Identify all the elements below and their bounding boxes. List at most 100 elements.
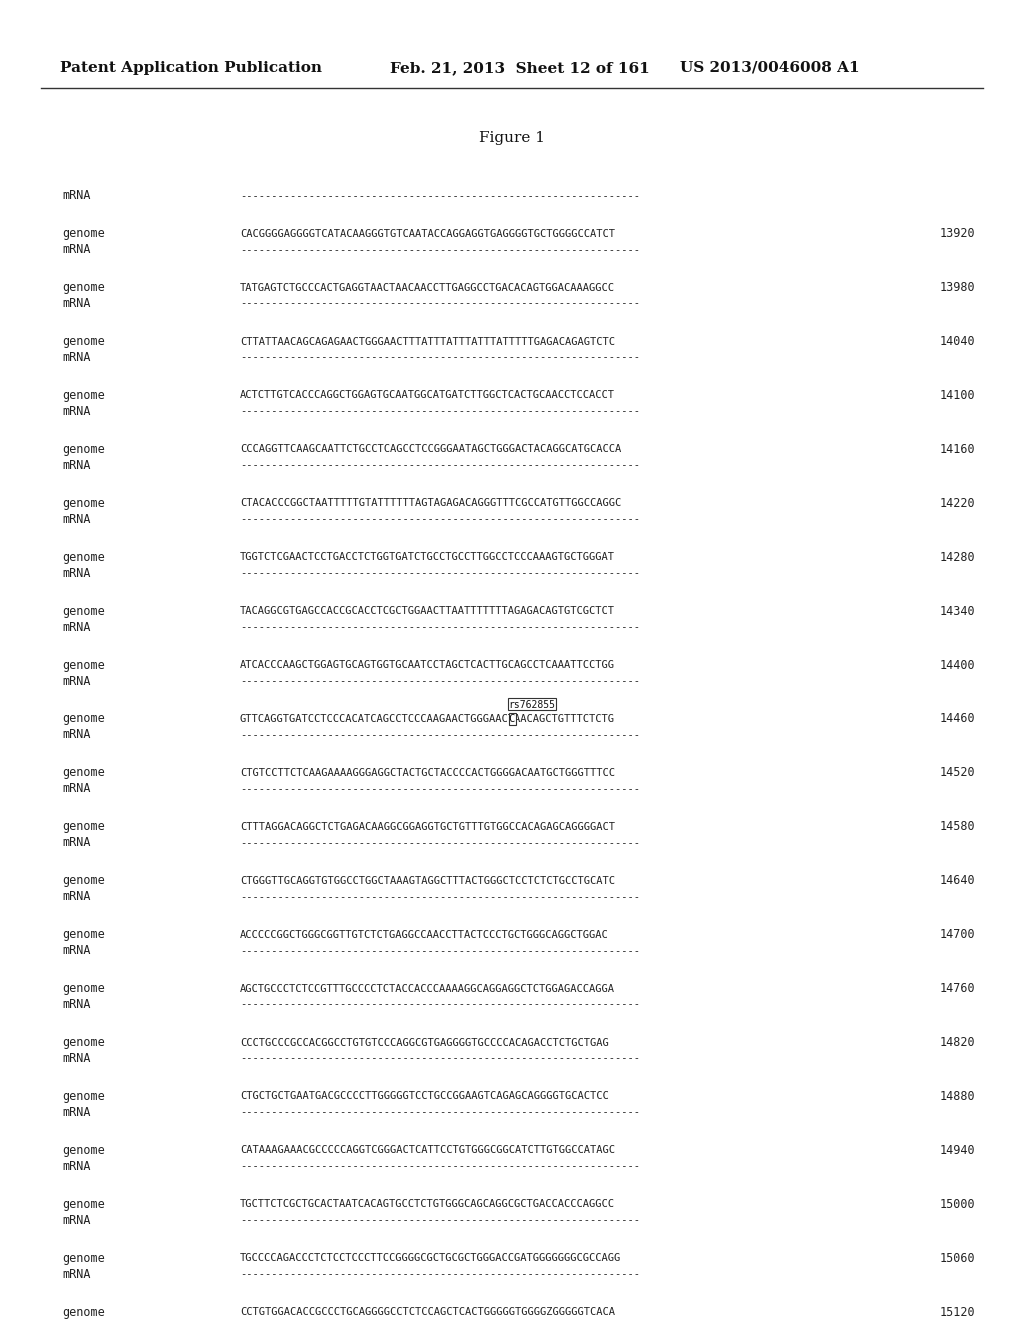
Text: mRNA: mRNA (62, 243, 90, 256)
Text: mRNA: mRNA (62, 566, 90, 579)
Text: 14580: 14580 (940, 820, 976, 833)
Text: 14460: 14460 (940, 713, 976, 726)
Text: ----------------------------------------------------------------: ----------------------------------------… (240, 352, 640, 363)
Text: CTGCTGCTGAATGACGCCCCTTGGGGGTCCTGCCGGAAGTCAGAGCAGGGGTGCACTCC: CTGCTGCTGAATGACGCCCCTTGGGGGTCCTGCCGGAAGT… (240, 1092, 608, 1101)
Text: TATGAGTCTGCCCACTGAGGTAACTAACAACCTTGAGGCCTGACACAGTGGACAAAGGCC: TATGAGTCTGCCCACTGAGGTAACTAACAACCTTGAGGCC… (240, 282, 615, 293)
Text: ----------------------------------------------------------------: ----------------------------------------… (240, 945, 640, 956)
Text: ----------------------------------------------------------------: ----------------------------------------… (240, 838, 640, 847)
Text: genome: genome (62, 550, 104, 564)
Text: ----------------------------------------------------------------: ----------------------------------------… (240, 407, 640, 416)
Text: mRNA: mRNA (62, 620, 90, 634)
Text: ----------------------------------------------------------------: ----------------------------------------… (240, 730, 640, 741)
Text: CTGTCCTTCTCAAGAAAAGGGAGGCTACTGCTACCCCACTGGGGACAATGCTGGGTTTCC: CTGTCCTTCTCAAGAAAAGGGAGGCTACTGCTACCCCACT… (240, 768, 615, 777)
Text: ----------------------------------------------------------------: ----------------------------------------… (240, 1162, 640, 1171)
Text: 14340: 14340 (940, 605, 976, 618)
Text: ----------------------------------------------------------------: ----------------------------------------… (240, 1216, 640, 1225)
Text: mRNA: mRNA (62, 998, 90, 1011)
Text: genome: genome (62, 713, 104, 726)
Text: ----------------------------------------------------------------: ----------------------------------------… (240, 190, 640, 201)
Text: ACTCTTGTCACCCAGGCTGGAGTGCAATGGCATGATCTTGGCTCACTGCAACCTCCACCT: ACTCTTGTCACCCAGGCTGGAGTGCAATGGCATGATCTTG… (240, 391, 615, 400)
Text: mRNA: mRNA (62, 459, 90, 471)
Text: 14640: 14640 (940, 874, 976, 887)
Text: TGGTCTCGAACTCCTGACCTCTGGTGATCTGCCTGCCTTGGCCTCCCAAAGTGCTGGGAT: TGGTCTCGAACTCCTGACCTCTGGTGATCTGCCTGCCTTG… (240, 552, 615, 562)
Text: mRNA: mRNA (62, 297, 90, 310)
Text: ----------------------------------------------------------------: ----------------------------------------… (240, 622, 640, 632)
Text: AGCTGCCCTCTCCGTTTGCCCCTCTACCACCCAAAAGGCAGGAGGCTCTGGAGACCAGGA: AGCTGCCCTCTCCGTTTGCCCCTCTACCACCCAAAAGGCA… (240, 983, 615, 994)
Text: mRNA: mRNA (62, 351, 90, 364)
Text: CTTTAGGACAGGCTCTGAGACAAGGCGGAGGTGCTGTTTGTGGCCACAGAGCAGGGGACT: CTTTAGGACAGGCTCTGAGACAAGGCGGAGGTGCTGTTTG… (240, 822, 615, 832)
Text: mRNA: mRNA (62, 729, 90, 742)
Text: 14400: 14400 (940, 659, 976, 672)
Text: ----------------------------------------------------------------: ----------------------------------------… (240, 298, 640, 309)
Text: genome: genome (62, 1036, 104, 1049)
Text: CTGGGTTGCAGGTGTGGCCTGGCTAAAGTAGGCTTTACTGGGCTCCTCTCTGCCTGCATC: CTGGGTTGCAGGTGTGGCCTGGCTAAAGTAGGCTTTACTG… (240, 875, 615, 886)
Text: genome: genome (62, 442, 104, 455)
Text: CCTGTGGACACCGCCCTGCAGGGGCCTCTCCAGCTCACTGGGGGTGGGGZGGGGGTCACA: CCTGTGGACACCGCCCTGCAGGGGCCTCTCCAGCTCACTG… (240, 1307, 615, 1317)
Text: 14700: 14700 (940, 928, 976, 941)
Text: genome: genome (62, 281, 104, 294)
Text: 14940: 14940 (940, 1144, 976, 1156)
Text: ----------------------------------------------------------------: ----------------------------------------… (240, 676, 640, 686)
Text: mRNA: mRNA (62, 944, 90, 957)
Text: mRNA: mRNA (62, 837, 90, 849)
Text: 13980: 13980 (940, 281, 976, 294)
Text: mRNA: mRNA (62, 1160, 90, 1173)
Text: 15060: 15060 (940, 1251, 976, 1265)
Text: genome: genome (62, 1090, 104, 1104)
Text: ----------------------------------------------------------------: ----------------------------------------… (240, 568, 640, 578)
Text: Patent Application Publication: Patent Application Publication (60, 61, 322, 75)
Text: ----------------------------------------------------------------: ----------------------------------------… (240, 244, 640, 255)
Text: genome: genome (62, 982, 104, 995)
Text: CCCTGCCCGCCACGGCCTGTGTCCCAGGCGTGAGGGGTGCCCCACAGACCTCTGCTGAG: CCCTGCCCGCCACGGCCTGTGTCCCAGGCGTGAGGGGTGC… (240, 1038, 608, 1048)
Text: rs762855: rs762855 (508, 700, 555, 710)
Text: 15000: 15000 (940, 1197, 976, 1210)
Text: TACAGGCGTGAGCCACCGCACCTCGCTGGAACTTAATTTTTTTAGAGACAGTGTCGCTCT: TACAGGCGTGAGCCACCGCACCTCGCTGGAACTTAATTTT… (240, 606, 615, 616)
Text: ----------------------------------------------------------------: ----------------------------------------… (240, 515, 640, 524)
Text: genome: genome (62, 605, 104, 618)
Text: ----------------------------------------------------------------: ----------------------------------------… (240, 1053, 640, 1064)
Text: 14880: 14880 (940, 1090, 976, 1104)
Text: genome: genome (62, 389, 104, 401)
Text: mRNA: mRNA (62, 1052, 90, 1065)
Text: mRNA: mRNA (62, 405, 90, 418)
FancyBboxPatch shape (508, 698, 555, 710)
Text: genome: genome (62, 659, 104, 672)
Text: genome: genome (62, 335, 104, 348)
Text: Feb. 21, 2013  Sheet 12 of 161: Feb. 21, 2013 Sheet 12 of 161 (390, 61, 650, 75)
Text: GTTCAGGTGATCCTCCCACATCAGCCTCCCAAGAACTGGGAACTAACAGCTGTTTCTCTG: GTTCAGGTGATCCTCCCACATCAGCCTCCCAAGAACTGGG… (240, 714, 615, 723)
Text: genome: genome (62, 767, 104, 779)
FancyBboxPatch shape (509, 713, 516, 725)
Text: mRNA: mRNA (62, 675, 90, 688)
Text: TGCTTCTCGCTGCACTAATCACAGTGCCTCTGTGGGCAGCAGGCGCTGACCACCCAGGCC: TGCTTCTCGCTGCACTAATCACAGTGCCTCTGTGGGCAGC… (240, 1200, 615, 1209)
Text: 13920: 13920 (940, 227, 976, 240)
Text: mRNA: mRNA (62, 512, 90, 525)
Text: genome: genome (62, 1197, 104, 1210)
Text: ----------------------------------------------------------------: ----------------------------------------… (240, 461, 640, 470)
Text: ----------------------------------------------------------------: ----------------------------------------… (240, 1107, 640, 1118)
Text: 14040: 14040 (940, 335, 976, 348)
Text: US 2013/0046008 A1: US 2013/0046008 A1 (680, 61, 859, 75)
Text: ACCCCCGGCTGGGCGGTTGTCTCTGAGGCCAACCTTACTCCCTGCTGGGCAGGCTGGAC: ACCCCCGGCTGGGCGGTTGTCTCTGAGGCCAACCTTACTC… (240, 929, 608, 940)
Text: genome: genome (62, 820, 104, 833)
Text: 14220: 14220 (940, 496, 976, 510)
Text: CTTATTAACAGCAGAGAACTGGGAACTTTATTTATTTATTTATTTTTGAGACAGAGTCTC: CTTATTAACAGCAGAGAACTGGGAACTTTATTTATTTATT… (240, 337, 615, 347)
Text: 15120: 15120 (940, 1305, 976, 1319)
Text: CATAAAGAAACGCCCCCAGGTCGGGACTCATTCCTGTGGGCGGCATCTTGTGGCCATAGC: CATAAAGAAACGCCCCCAGGTCGGGACTCATTCCTGTGGG… (240, 1146, 615, 1155)
Text: mRNA: mRNA (62, 1106, 90, 1119)
Text: CACGGGGAGGGGTCATACAAGGGTGTCAATACCAGGAGGTGAGGGGTGCTGGGGCCATCT: CACGGGGAGGGGTCATACAAGGGTGTCAATACCAGGAGGT… (240, 228, 615, 239)
Text: genome: genome (62, 496, 104, 510)
Text: ATCACCCAAGCTGGAGTGCAGTGGTGCAATCCTAGCTCACTTGCAGCCTCAAATTCCTGG: ATCACCCAAGCTGGAGTGCAGTGGTGCAATCCTAGCTCAC… (240, 660, 615, 671)
Text: mRNA: mRNA (62, 890, 90, 903)
Text: 14160: 14160 (940, 442, 976, 455)
Text: C: C (508, 714, 514, 723)
Text: ----------------------------------------------------------------: ----------------------------------------… (240, 999, 640, 1010)
Text: 14820: 14820 (940, 1036, 976, 1049)
Text: 14760: 14760 (940, 982, 976, 995)
Text: 14100: 14100 (940, 389, 976, 401)
Text: TGCCCCAGACCCTCTCCTCCCTTCCGGGGCGCTGCGCTGGGACCGATGGGGGGGCGCCAGG: TGCCCCAGACCCTCTCCTCCCTTCCGGGGCGCTGCGCTGG… (240, 1253, 622, 1263)
Text: CTACACCCGGCTAATTTTTGTATTTTTTAGTAGAGACAGGGTTTCGCCATGTTGGCCAGGC: CTACACCCGGCTAATTTTTGTATTTTTTAGTAGAGACAGG… (240, 498, 622, 508)
Text: Figure 1: Figure 1 (479, 131, 545, 145)
Text: 14280: 14280 (940, 550, 976, 564)
Text: mRNA: mRNA (62, 1214, 90, 1226)
Text: genome: genome (62, 1144, 104, 1156)
